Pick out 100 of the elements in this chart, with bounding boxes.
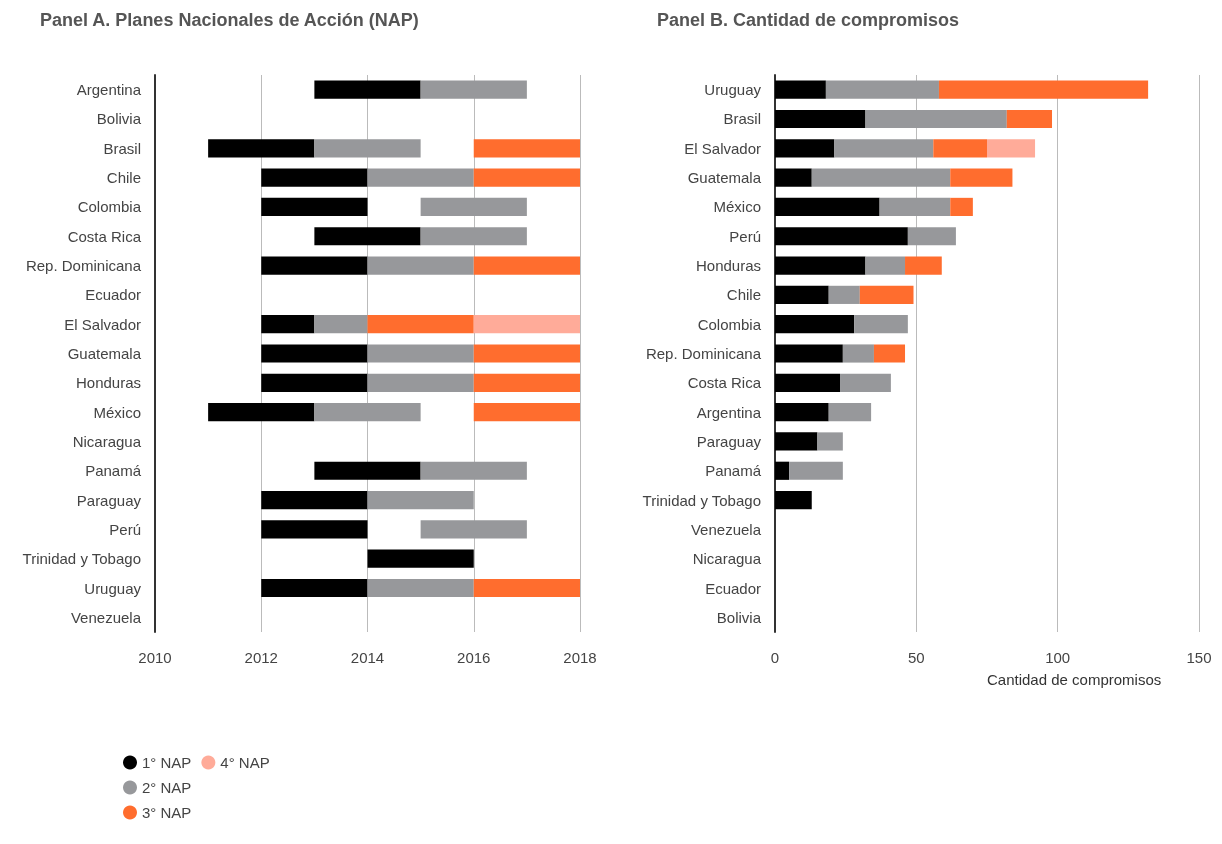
y-tick-label: Honduras (695, 257, 761, 275)
bar (473, 373, 580, 392)
bar (367, 344, 474, 363)
legend-label: 2° NAP (142, 779, 192, 796)
bar (775, 80, 826, 99)
bar (789, 461, 843, 480)
bar (775, 373, 841, 392)
x-tick-label: 100 (1045, 649, 1071, 666)
y-tick-label: Rep. Dominicana (645, 345, 762, 362)
bar (314, 461, 421, 480)
y-tick-label: México (713, 198, 761, 216)
chart-title: Panel A. Planes Nacionales de Acción (NAP) (40, 10, 419, 30)
bar (775, 432, 818, 451)
y-tick-label: Bolivia (716, 608, 762, 626)
bar (420, 461, 527, 480)
y-tick-label: Brasil (103, 139, 141, 157)
y-tick-label: Rep. Dominicana (25, 257, 142, 275)
y-tick-label: Guatemala (67, 345, 142, 362)
bar (775, 227, 908, 246)
y-tick-label: México (93, 403, 141, 421)
bar (473, 168, 580, 187)
bar (828, 285, 860, 304)
bar (905, 256, 942, 275)
y-tick-label: Colombia (77, 198, 142, 216)
bar (208, 139, 315, 158)
bar (775, 197, 880, 217)
bar (420, 227, 527, 246)
x-tick-label: 2012 (244, 649, 278, 666)
y-tick-label: Guatemala (687, 169, 762, 187)
bar (938, 80, 1149, 99)
bar (854, 315, 908, 334)
legend-label: 4° NAP (220, 754, 270, 771)
y-tick-label: Argentina (76, 81, 142, 99)
bar (907, 227, 956, 246)
bar (367, 490, 474, 510)
bar (473, 139, 580, 158)
x-tick-label: 2010 (138, 649, 172, 666)
bar (367, 168, 474, 187)
y-tick-label: Nicaragua (72, 432, 142, 450)
y-tick-label: Chile (106, 169, 141, 187)
bar (1006, 109, 1053, 129)
bar (261, 490, 368, 510)
y-tick-label: Ecuador (85, 286, 141, 304)
y-tick-label: Bolivia (96, 110, 142, 128)
bar (261, 168, 368, 187)
bar (817, 432, 843, 451)
y-tick-label: Honduras (75, 374, 141, 392)
chart-title: Panel B. Cantidad de compromisos (657, 10, 960, 30)
x-tick-label: 0 (770, 649, 780, 666)
bar (840, 373, 891, 392)
bar (261, 578, 368, 598)
bar (420, 520, 527, 539)
y-tick-label: Uruguay (84, 579, 142, 597)
bar (859, 285, 914, 304)
y-tick-label: Venezuela (70, 608, 142, 626)
y-tick-label: Ecuador (705, 579, 761, 597)
legend-label: 1° NAP (142, 754, 192, 771)
bar (367, 315, 474, 334)
bar (367, 256, 474, 275)
y-tick-label: Costa Rica (67, 227, 142, 245)
bar (825, 80, 939, 99)
y-tick-label: El Salvador (64, 315, 141, 333)
y-tick-label: Perú (729, 227, 761, 245)
bar (208, 403, 315, 422)
x-tick-label: 2016 (457, 649, 491, 666)
y-tick-label: Brasil (723, 110, 761, 128)
bar (261, 373, 368, 392)
bar (775, 344, 843, 363)
bar (261, 344, 368, 363)
legend-label: 3° NAP (142, 804, 192, 821)
bar (473, 403, 580, 422)
bar (261, 520, 368, 539)
bar (775, 139, 835, 158)
bar (775, 285, 829, 304)
bar (261, 256, 368, 275)
y-tick-label: Argentina (696, 403, 762, 421)
bar (775, 403, 829, 422)
bar (865, 109, 1007, 129)
x-tick-label: 50 (907, 649, 925, 666)
bar (314, 315, 368, 334)
bar (473, 344, 580, 363)
x-tick-label: 150 (1186, 649, 1212, 666)
x-tick-label: 2014 (350, 649, 385, 666)
bar (314, 403, 421, 422)
bar (367, 578, 474, 598)
bar (811, 168, 951, 187)
bar (873, 344, 906, 363)
bar (775, 168, 812, 187)
bar (842, 344, 874, 363)
bar (261, 315, 315, 334)
y-tick-label: Panamá (85, 462, 142, 480)
y-tick-label: Trinidad y Tobago (22, 550, 141, 568)
bar (473, 578, 580, 598)
bar (879, 197, 951, 217)
bar (473, 315, 580, 334)
bar (775, 256, 866, 275)
y-tick-label: Uruguay (704, 81, 762, 99)
y-tick-label: Paraguay (696, 432, 762, 450)
bar (261, 197, 368, 217)
x-tick-label: 2018 (563, 649, 597, 666)
